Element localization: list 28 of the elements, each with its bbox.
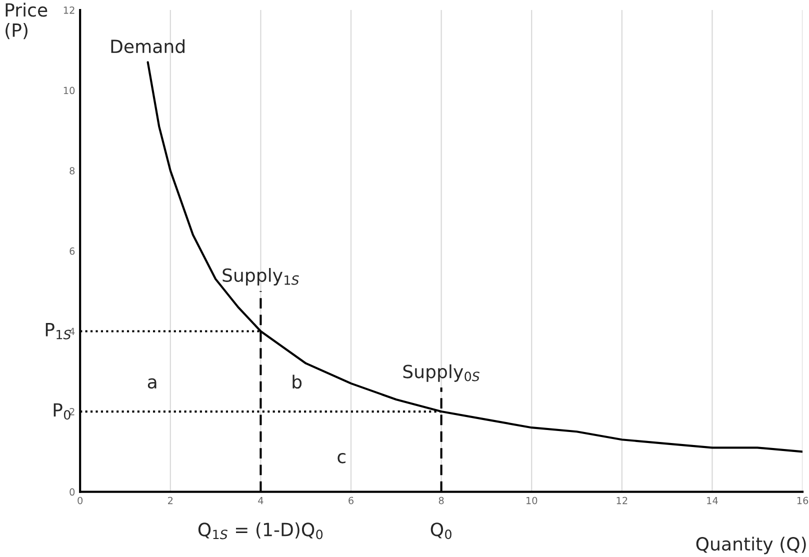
- y-tick-label: 10: [64, 86, 75, 94]
- annotation: a: [148, 378, 156, 389]
- x-tick-label: 2: [168, 496, 173, 504]
- x-tick-label: 12: [616, 496, 628, 504]
- y-tick-label: 0: [70, 488, 75, 496]
- x-tick-label: 14: [707, 496, 718, 504]
- x-tick-label: 10: [526, 496, 538, 504]
- x-tick-label: 8: [438, 496, 444, 504]
- annotation: Q$_{0}$: [430, 522, 452, 540]
- y-tick-label: 8: [70, 167, 75, 174]
- annotation: c: [338, 452, 346, 464]
- series-label: Supply$_{1S}$: [222, 268, 299, 286]
- series-label: Supply$_{0S}$: [403, 364, 480, 382]
- annotation: P$_{0}$: [54, 403, 70, 420]
- y-tick-label: 2: [70, 408, 74, 416]
- annotation: Q$_{1S}$ = (1-D)Q$_{0}$: [198, 522, 323, 540]
- x-tick-label: 0: [78, 496, 83, 504]
- series-label: Demand: [111, 39, 184, 54]
- y-axis-title: Price (P): [6, 2, 48, 40]
- y-tick-label: 4: [70, 328, 75, 335]
- y-tick-label: 12: [64, 6, 74, 14]
- x-axis-title: Quantity (Q): [696, 536, 806, 554]
- x-tick-label: 4: [258, 496, 264, 504]
- x-tick-label: 6: [348, 496, 354, 504]
- annotation: b: [292, 374, 302, 389]
- x-tick-label: 16: [797, 496, 808, 504]
- y-tick-label: 6: [70, 247, 75, 255]
- annotation: P$_{1S}$: [46, 323, 71, 340]
